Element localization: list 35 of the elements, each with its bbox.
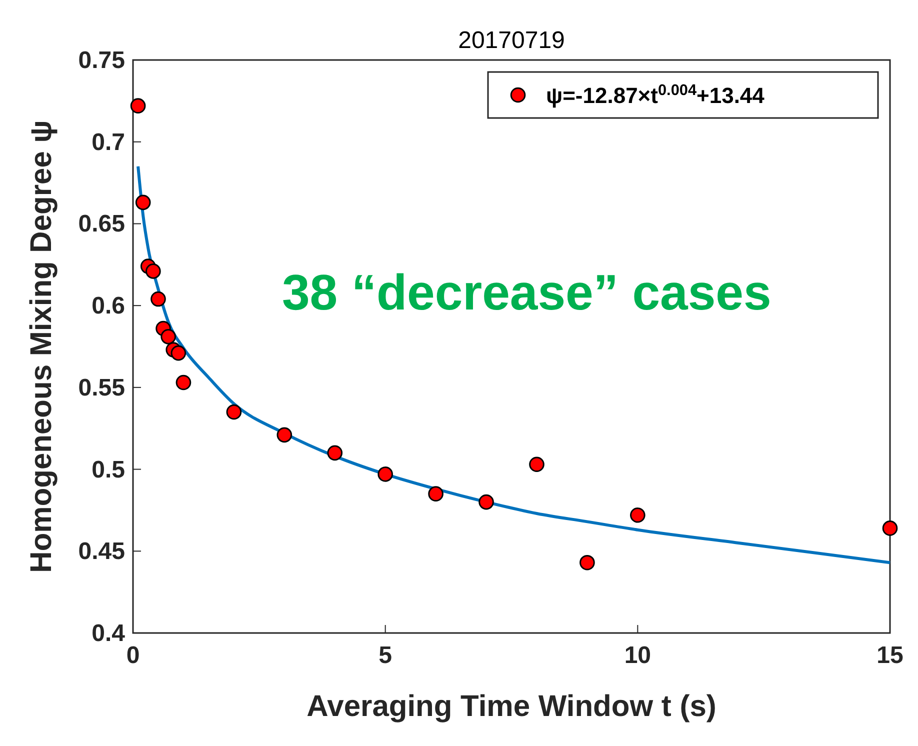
y-tick-label: 0.4 bbox=[92, 620, 126, 647]
legend-label: ψ=-12.87×t$^{0.004}$+13.44 bbox=[546, 82, 766, 108]
point bbox=[170, 345, 186, 361]
x-axis-title: Averaging Time Window t (s) bbox=[306, 690, 716, 723]
y-tick-label: 0.7 bbox=[92, 128, 125, 156]
point bbox=[276, 427, 292, 443]
x-tick-label: 10 bbox=[624, 642, 652, 669]
point bbox=[146, 264, 161, 279]
x-tick-label: 5 bbox=[378, 642, 392, 669]
point bbox=[160, 329, 176, 344]
point bbox=[882, 520, 898, 536]
line-series bbox=[136, 164, 892, 564]
point bbox=[378, 466, 393, 482]
y-tick-label: 0.75 bbox=[78, 47, 125, 74]
point bbox=[130, 98, 146, 114]
point bbox=[327, 445, 343, 461]
point bbox=[135, 194, 151, 210]
point bbox=[529, 456, 544, 472]
y-tick-label: 0.65 bbox=[78, 210, 125, 238]
y-tick-label: 0.6 bbox=[92, 292, 125, 320]
chart-title: 20170719 bbox=[458, 27, 565, 54]
x-tick-label: 15 bbox=[876, 642, 904, 669]
point bbox=[150, 291, 166, 307]
y-tick-label: 0.55 bbox=[78, 374, 125, 402]
x-tick-label: 0 bbox=[126, 642, 140, 669]
point bbox=[176, 374, 192, 390]
point bbox=[580, 554, 595, 570]
point bbox=[478, 494, 494, 510]
y-tick-label: 0.5 bbox=[92, 456, 125, 484]
annotation: 38 “decrease” cases bbox=[282, 264, 772, 321]
point bbox=[428, 486, 444, 502]
point bbox=[226, 404, 242, 420]
y-tick-label: 0.45 bbox=[78, 538, 125, 566]
point bbox=[630, 507, 646, 523]
y-axis-title: Homogeneous Mixing Degree ψ bbox=[25, 120, 58, 573]
